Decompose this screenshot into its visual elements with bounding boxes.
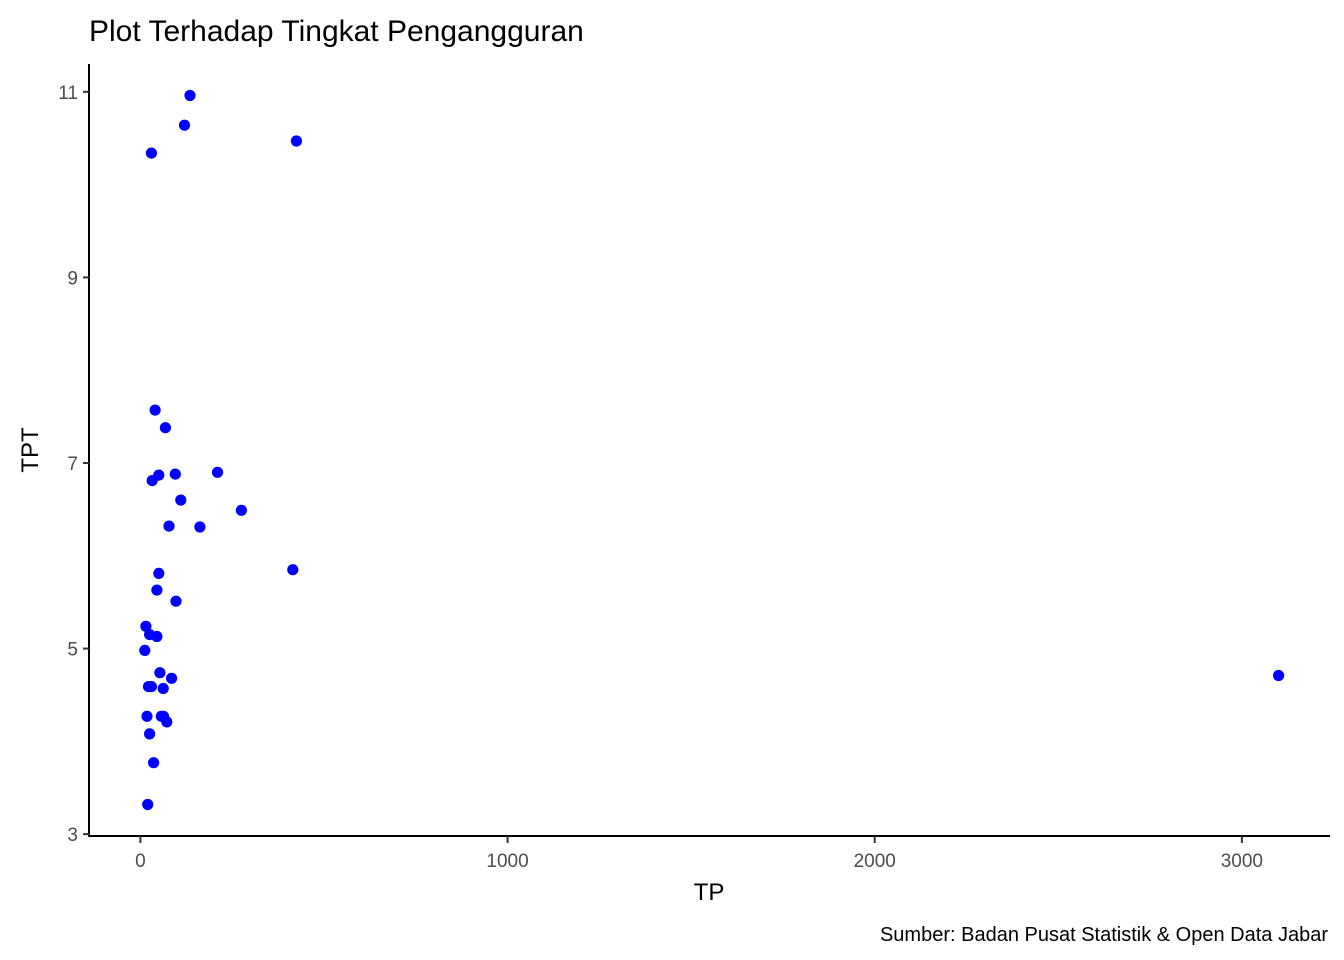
y-axis-ticks: 3 5 7 9 11 <box>58 83 89 846</box>
data-point <box>175 494 187 506</box>
data-point <box>163 520 175 532</box>
x-axis-title: TP <box>694 879 725 906</box>
data-point <box>146 475 158 487</box>
data-point <box>139 644 151 657</box>
data-point <box>290 135 302 147</box>
y-tick-label: 3 <box>67 825 78 846</box>
data-point <box>145 681 157 693</box>
data-point <box>287 564 299 576</box>
y-tick-label: 5 <box>67 640 78 661</box>
data-point <box>194 521 206 533</box>
data-point <box>178 119 191 131</box>
x-tick-label: 0 <box>135 851 146 872</box>
data-point <box>144 728 156 740</box>
data-point <box>153 567 165 580</box>
plot-area <box>139 89 1285 811</box>
data-point <box>169 468 181 480</box>
data-point <box>154 667 166 679</box>
data-point <box>184 89 196 102</box>
data-point <box>235 504 247 516</box>
x-tick-label: 2000 <box>854 851 896 872</box>
data-point <box>166 672 178 684</box>
data-point <box>157 682 169 695</box>
data-point <box>1273 669 1285 682</box>
x-axis-ticks: 0 1000 2000 3000 <box>135 836 1263 872</box>
data-point <box>161 716 173 728</box>
y-axis-title: TPT <box>17 427 44 473</box>
chart-caption: Sumber: Badan Pusat Statistik & Open Dat… <box>880 924 1328 946</box>
data-point <box>141 710 153 722</box>
data-point <box>170 595 182 607</box>
data-point <box>149 404 161 416</box>
data-point <box>145 147 157 159</box>
x-tick-label: 3000 <box>1221 851 1263 872</box>
data-point <box>151 630 163 643</box>
chart-title: Plot Terhadap Tingkat Pengangguran <box>89 15 584 48</box>
data-point <box>211 466 224 478</box>
data-point <box>148 757 160 769</box>
data-point <box>151 584 163 596</box>
data-point <box>159 422 171 434</box>
y-tick-label: 7 <box>67 454 78 475</box>
x-tick-label: 1000 <box>486 851 528 872</box>
y-tick-label: 9 <box>67 268 78 289</box>
y-tick-label: 11 <box>58 83 78 104</box>
data-point <box>142 798 154 811</box>
